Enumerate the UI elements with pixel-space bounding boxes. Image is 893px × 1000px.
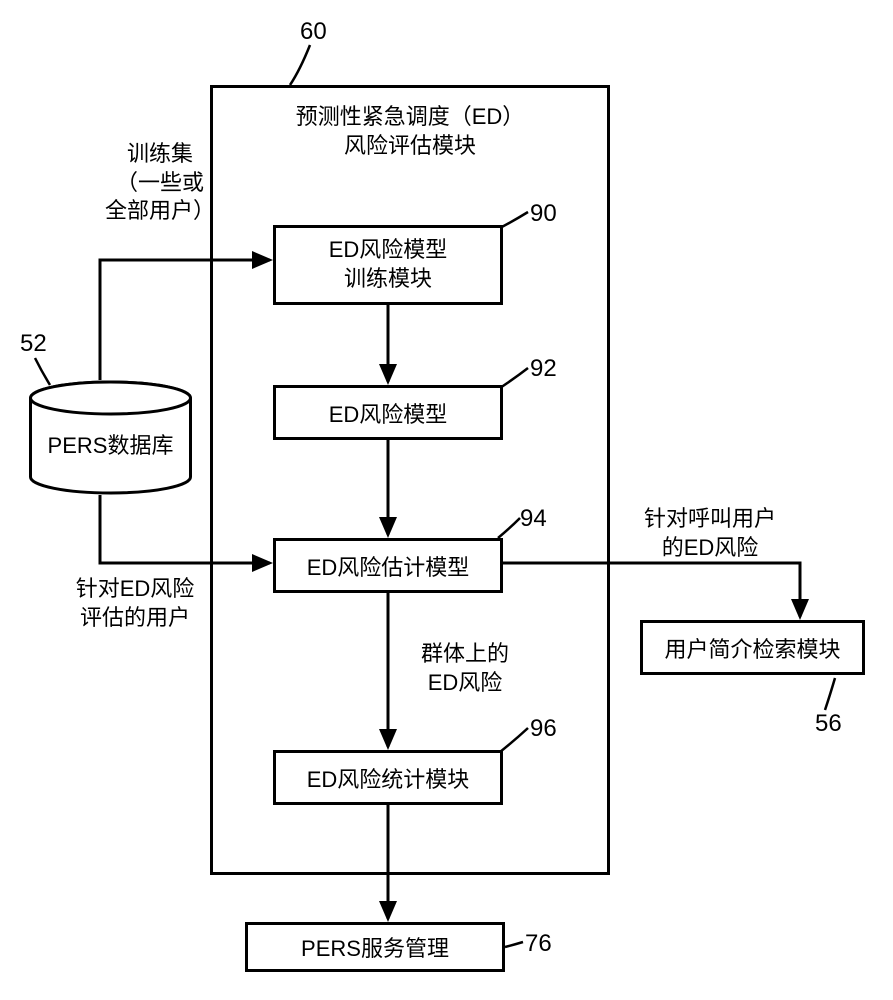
flowchart-diagram: 预测性紧急调度（ED） 风险评估模块 60 PERS数据库 52 ED风险模型 … [0, 0, 893, 1000]
pers-mgmt-label: PERS服务管理 [301, 931, 449, 963]
eval-user-label: 针对ED风险 评估的用户 [60, 575, 210, 632]
ref-56: 56 [815, 710, 842, 738]
call-user-label: 针对呼叫用户 的ED风险 [630, 505, 790, 562]
main-title-line1: 预测性紧急调度（ED） [228, 103, 592, 132]
ts-line1: 训练集 [100, 140, 220, 169]
group-risk-label: 群体上的 ED风险 [405, 640, 525, 697]
train-line1: ED风险模型 [329, 236, 448, 265]
ref-76: 76 [525, 930, 552, 958]
pers-mgmt-box: PERS服务管理 [245, 922, 505, 972]
estimate-model-box: ED风险估计模型 [273, 538, 503, 593]
ref-96: 96 [530, 715, 557, 743]
ts-line2: （一些或 [100, 169, 220, 198]
eu-line2: 评估的用户 [60, 604, 210, 633]
model-label: ED风险模型 [329, 397, 448, 429]
training-set-label: 训练集 （一些或 全部用户） [100, 140, 220, 226]
train-line2: 训练模块 [329, 265, 448, 294]
db-label: PERS数据库 [28, 428, 193, 460]
database-cylinder: PERS数据库 [28, 380, 193, 495]
profile-retrieval-box: 用户简介检索模块 [640, 620, 865, 675]
stats-label: ED风险统计模块 [307, 762, 470, 794]
ref-52: 52 [20, 330, 47, 358]
ref-60: 60 [300, 18, 327, 46]
profile-label: 用户简介检索模块 [664, 632, 840, 664]
main-module-title: 预测性紧急调度（ED） 风险评估模块 [228, 103, 592, 160]
ref-92: 92 [530, 355, 557, 383]
eu-line1: 针对ED风险 [60, 575, 210, 604]
ref-90: 90 [530, 200, 557, 228]
train-module-box: ED风险模型 训练模块 [273, 225, 503, 305]
risk-model-box: ED风险模型 [273, 385, 503, 440]
estimate-label: ED风险估计模型 [307, 550, 470, 582]
ref-94: 94 [520, 505, 547, 533]
main-title-line2: 风险评估模块 [228, 132, 592, 161]
gr-line1: 群体上的 [405, 640, 525, 669]
ts-line3: 全部用户） [100, 197, 220, 226]
gr-line2: ED风险 [405, 669, 525, 698]
cu-line2: 的ED风险 [630, 534, 790, 563]
cu-line1: 针对呼叫用户 [630, 505, 790, 534]
stats-module-box: ED风险统计模块 [273, 750, 503, 805]
